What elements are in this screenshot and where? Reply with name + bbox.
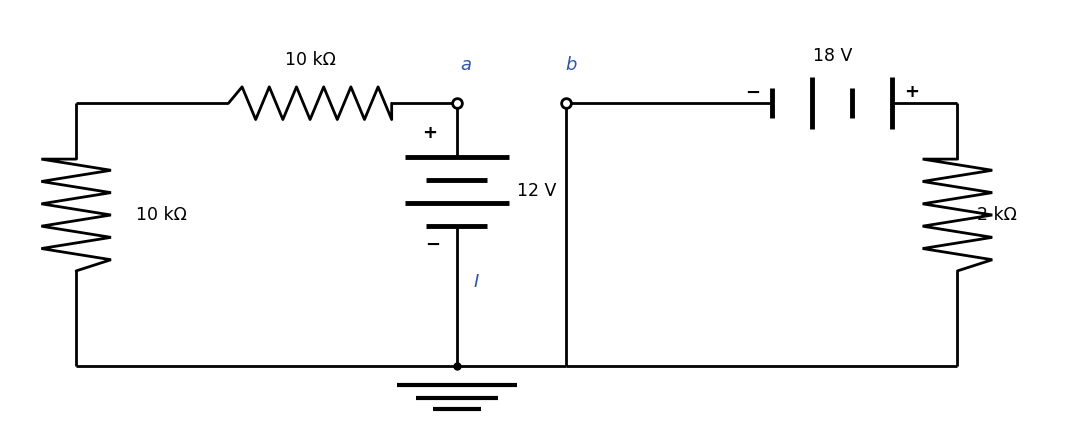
Text: +: + bbox=[422, 124, 437, 142]
Text: a: a bbox=[460, 55, 471, 74]
Text: I: I bbox=[474, 273, 479, 291]
Text: 10 kΩ: 10 kΩ bbox=[285, 51, 335, 69]
Text: 2 kΩ: 2 kΩ bbox=[977, 206, 1017, 224]
Text: 10 kΩ: 10 kΩ bbox=[136, 206, 187, 224]
Text: −: − bbox=[745, 83, 761, 101]
Text: 18 V: 18 V bbox=[813, 47, 852, 65]
Text: −: − bbox=[425, 236, 441, 254]
Text: +: + bbox=[904, 83, 919, 101]
Text: b: b bbox=[566, 55, 577, 74]
Text: 12 V: 12 V bbox=[517, 182, 556, 200]
